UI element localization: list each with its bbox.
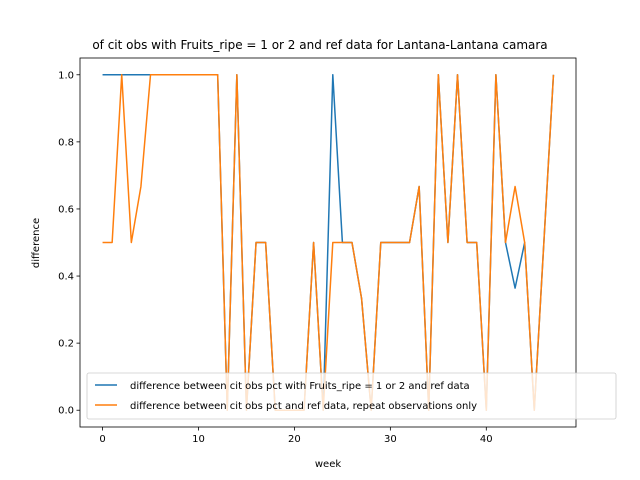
legend-entry: difference between cit obs pct and ref d…	[130, 401, 477, 412]
y-tick-label: 0.8	[58, 137, 74, 148]
x-tick-label: 20	[288, 434, 301, 445]
plot-frame	[79, 57, 577, 428]
x-axis: 0 10 20 30 40	[99, 427, 493, 445]
series-line-2	[102, 74, 555, 411]
x-tick-label: 40	[480, 434, 493, 445]
x-tick-label: 30	[384, 434, 397, 445]
series-line-1	[102, 74, 555, 411]
x-tick-label: 0	[99, 434, 105, 445]
y-axis: 0.0 0.2 0.4 0.6 0.8 1.0	[58, 70, 80, 417]
y-tick-label: 0.4	[58, 272, 74, 283]
chart-title: of cit obs with Fruits_ripe = 1 or 2 and…	[92, 38, 547, 52]
legend-entry: difference between cit obs pct with Frui…	[130, 381, 470, 392]
legend: difference between cit obs pct with Frui…	[86, 372, 617, 420]
plot-area	[79, 57, 577, 428]
x-axis-label: week	[315, 459, 341, 470]
x-tick-label: 10	[192, 434, 205, 445]
y-axis-label: difference	[31, 218, 42, 268]
legend-box	[86, 372, 617, 420]
y-tick-label: 0.6	[58, 204, 74, 215]
y-tick-label: 1.0	[58, 70, 74, 81]
y-tick-label: 0.2	[58, 339, 74, 350]
y-tick-label: 0.0	[58, 406, 74, 417]
